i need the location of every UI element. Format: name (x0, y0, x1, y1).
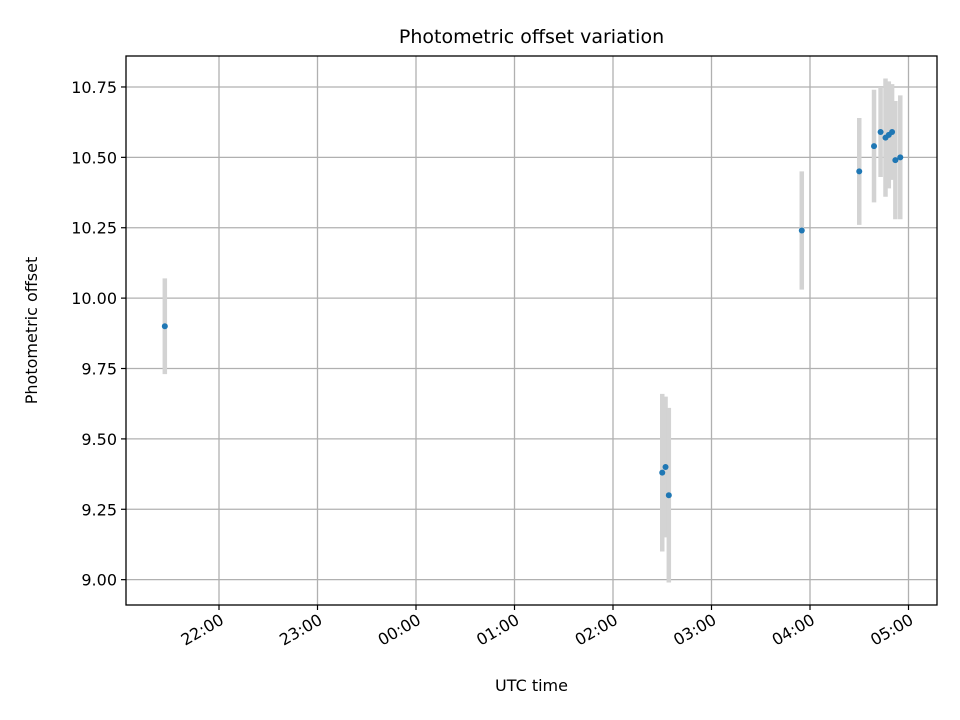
errorbar-layer (162, 78, 903, 583)
data-point (856, 168, 863, 175)
data-point (877, 129, 884, 136)
chart-title: Photometric offset variation (399, 26, 664, 48)
x-tick-label: 22:00 (178, 610, 227, 650)
x-axis-label: UTC time (495, 676, 568, 695)
x-tick-label: 04:00 (769, 610, 818, 650)
y-tick-label: 10.75 (71, 78, 117, 97)
plot-frame (125, 55, 938, 606)
data-point (897, 154, 904, 161)
y-tick-label: 9.50 (81, 430, 117, 449)
y-tick-label: 10.25 (71, 219, 117, 238)
x-tick-label: 02:00 (572, 610, 621, 650)
y-tick-label: 9.75 (81, 360, 117, 379)
data-point (798, 227, 805, 234)
data-point (871, 143, 878, 150)
grid-layer (126, 56, 937, 605)
y-tick-label: 10.00 (71, 289, 117, 308)
x-tick-label: 00:00 (375, 610, 424, 650)
data-point (662, 464, 669, 471)
x-axis: 22:00 23:00 00:00 01:00 02:00 03:00 04:00 05:00 (178, 605, 917, 650)
x-tick-label: 01:00 (473, 610, 522, 650)
x-tick-label: 23:00 (276, 610, 325, 650)
x-tick-label: 05:00 (867, 610, 916, 650)
point-layer (161, 129, 904, 499)
data-point (889, 129, 896, 136)
data-point (892, 157, 899, 164)
y-tick-label: 9.00 (81, 571, 117, 590)
y-axis-label: Photometric offset (22, 257, 41, 405)
y-axis: 9.00 9.25 9.50 9.75 10.00 10.25 10.50 10.75 (71, 78, 126, 590)
data-point (665, 492, 672, 499)
y-tick-label: 9.25 (81, 500, 117, 519)
x-tick-label: 03:00 (670, 610, 719, 650)
y-tick-label: 10.50 (71, 148, 117, 167)
data-point (659, 469, 666, 476)
data-point (161, 323, 168, 330)
